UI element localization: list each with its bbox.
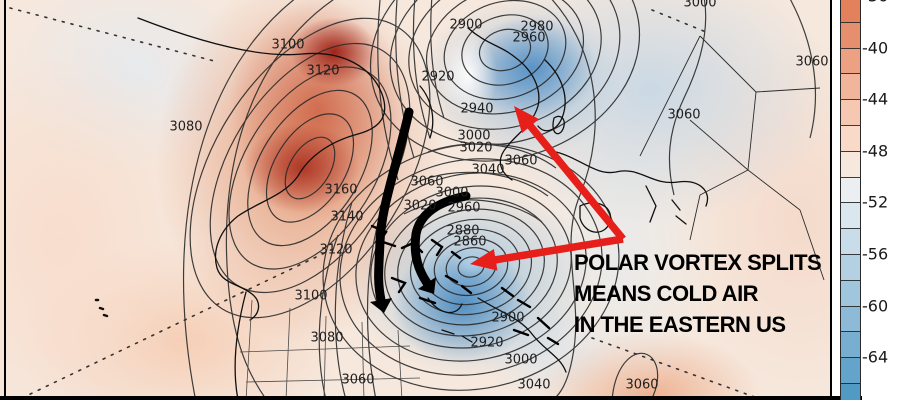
- annotation-line-1: POLAR VORTEX SPLITS: [574, 250, 822, 275]
- colorbar-tick-label: -36: [862, 0, 888, 6]
- colorbar-segment: [841, 383, 860, 400]
- colorbar-segment: [841, 99, 860, 125]
- colorbar-segment: [841, 176, 860, 203]
- colorbar-segment: [841, 279, 860, 306]
- colorbar-segment: [841, 331, 860, 358]
- colorbar-segment: [841, 305, 860, 332]
- colorbar-segment: [841, 357, 860, 383]
- temperature-colorbar: [840, 0, 861, 400]
- annotation-text: POLAR VORTEX SPLITS MEANS COLD AIR IN TH…: [574, 247, 822, 340]
- colorbar-segment: [841, 0, 860, 22]
- colorbar-segment: [841, 228, 860, 254]
- colorbar-tick-label: -64: [862, 347, 889, 367]
- colorbar-tick-label: -56: [862, 244, 889, 264]
- annotation-line-3: IN THE EASTERN US: [574, 312, 786, 337]
- colorbar-segment: [841, 125, 860, 151]
- colorbar-segment: [841, 202, 860, 229]
- colorbar-segment: [841, 73, 860, 100]
- colorbar-ticks: -36 -40 -44 -48 -52 -56 -60 -64: [862, 0, 900, 400]
- colorbar-tick-label: -60: [862, 296, 889, 316]
- map-frame-right: [830, 0, 832, 396]
- colorbar-tick-label: -40: [862, 38, 889, 58]
- colorbar-segment: [841, 21, 860, 48]
- colorbar-tick-label: -48: [862, 141, 889, 161]
- colorbar-segment: [841, 254, 860, 280]
- colorbar-tick-label: -52: [862, 192, 889, 212]
- temperature-shading-field: [0, 0, 831, 400]
- colorbar-segment: [841, 150, 860, 177]
- map-frame-left: [4, 0, 6, 396]
- colorbar-segment: [841, 47, 860, 74]
- annotation-line-2: MEANS COLD AIR: [574, 281, 759, 306]
- colorbar-tick-label: -44: [862, 89, 889, 109]
- map-frame-bottom: [0, 396, 862, 400]
